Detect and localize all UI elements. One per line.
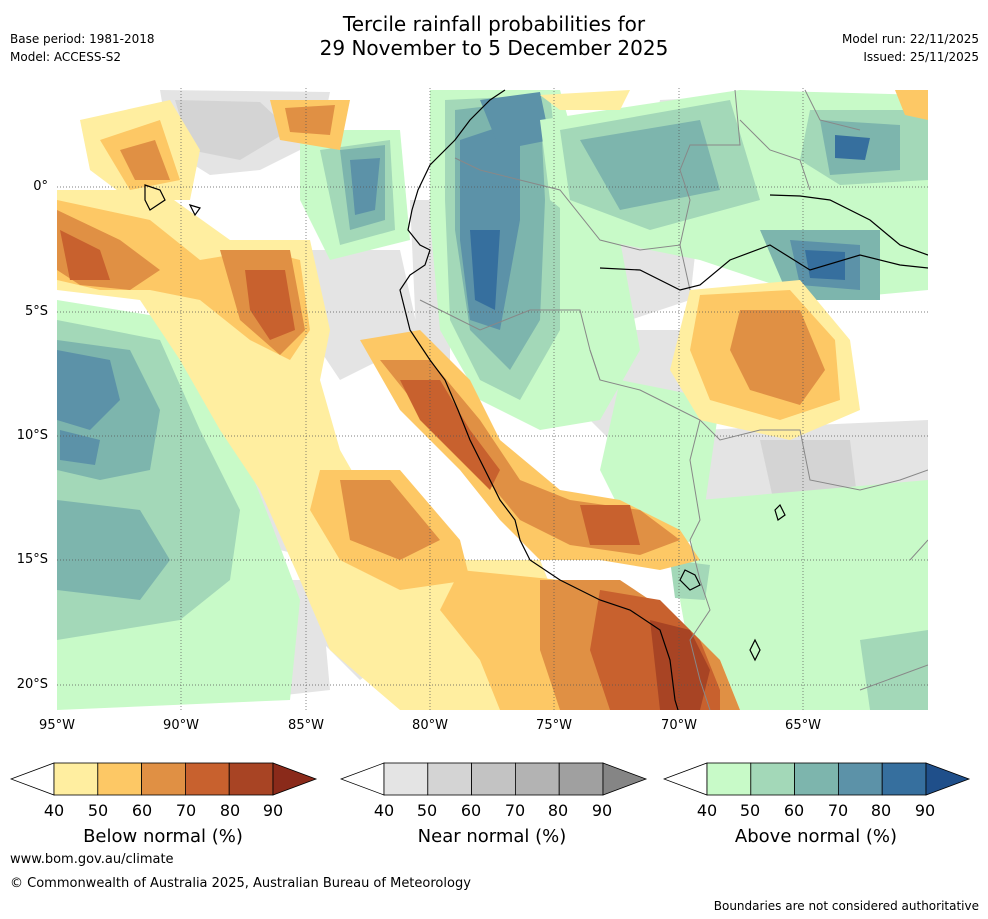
below-colorbar-segment bbox=[228, 762, 274, 796]
near-colorbar-segment bbox=[558, 762, 604, 796]
above-normal-title: Above normal (%) bbox=[734, 826, 898, 847]
below-colorbar-over bbox=[272, 762, 318, 796]
below-normal-areas bbox=[57, 90, 928, 710]
above-colorbar-segment bbox=[794, 762, 839, 796]
above-colorbar-over bbox=[925, 762, 971, 796]
near-colorbar-segment bbox=[471, 762, 516, 796]
country-borders bbox=[419, 89, 928, 710]
below-tick-70: 70 bbox=[175, 801, 197, 820]
near-normal-title: Near normal (%) bbox=[417, 826, 567, 847]
below-colorbar-segment bbox=[184, 762, 230, 796]
lon-label-65w: 65°W bbox=[785, 718, 821, 733]
below-colorbar-under bbox=[10, 762, 55, 796]
header-left-meta: Base period: 1981-2018 Model: ACCESS-S2 bbox=[10, 30, 155, 66]
lon-label-80w: 80°W bbox=[412, 718, 448, 733]
near-tick-90: 90 bbox=[591, 801, 613, 820]
lat-label-10s: 10°S bbox=[16, 428, 48, 443]
near-colorbar-under bbox=[340, 762, 385, 796]
lon-label-95w: 95°W bbox=[39, 718, 75, 733]
coastline bbox=[144, 89, 928, 710]
lon-label-75w: 75°W bbox=[536, 718, 572, 733]
below-normal-colorbar bbox=[10, 762, 318, 796]
near-tick-80: 80 bbox=[547, 801, 569, 820]
near-normal-colorbar bbox=[340, 762, 648, 796]
issued-date: Issued: 25/11/2025 bbox=[863, 50, 979, 64]
lon-label-90w: 90°W bbox=[163, 718, 199, 733]
near-tick-50: 50 bbox=[416, 801, 438, 820]
lat-label-0: 0° bbox=[33, 179, 48, 194]
boundary-disclaimer: Boundaries are not considered authoritat… bbox=[713, 899, 979, 913]
lon-label-85w: 85°W bbox=[288, 718, 324, 733]
below-tick-60: 60 bbox=[131, 801, 153, 820]
probability-shading bbox=[57, 88, 928, 710]
lat-label-15s: 15°S bbox=[16, 552, 48, 567]
title-line-1: Tercile rainfall probabilities for bbox=[342, 12, 646, 36]
above-colorbar-segment bbox=[750, 762, 796, 796]
below-colorbar-segment bbox=[53, 762, 99, 796]
near-tick-70: 70 bbox=[504, 801, 526, 820]
above-tick-90: 90 bbox=[914, 801, 936, 820]
below-normal-title: Below normal (%) bbox=[83, 826, 243, 847]
website-link[interactable]: www.bom.gov.au/climate bbox=[10, 852, 174, 867]
header-right-meta: Model run: 22/11/2025 Issued: 25/11/2025 bbox=[842, 30, 979, 66]
above-tick-50: 50 bbox=[739, 801, 761, 820]
base-period: Base period: 1981-2018 bbox=[10, 32, 155, 46]
above-tick-60: 60 bbox=[783, 801, 805, 820]
below-colorbar-segment bbox=[97, 762, 143, 796]
near-colorbar-over bbox=[602, 762, 648, 796]
below-tick-90: 90 bbox=[262, 801, 284, 820]
near-colorbar-segment bbox=[514, 762, 560, 796]
above-tick-80: 80 bbox=[870, 801, 892, 820]
lat-label-5s: 5°S bbox=[24, 304, 48, 319]
near-tick-40: 40 bbox=[373, 801, 395, 820]
lon-label-70w: 70°W bbox=[661, 718, 697, 733]
near-tick-60: 60 bbox=[460, 801, 482, 820]
above-normal-areas bbox=[57, 90, 928, 710]
below-colorbar-segment bbox=[141, 762, 186, 796]
model-run: Model run: 22/11/2025 bbox=[841, 32, 979, 46]
near-colorbar-segment bbox=[383, 762, 429, 796]
model-name: Model: ACCESS-S2 bbox=[10, 50, 122, 64]
above-colorbar-segment bbox=[881, 762, 927, 796]
title-line-2: 29 November to 5 December 2025 bbox=[319, 36, 669, 60]
above-tick-40: 40 bbox=[696, 801, 718, 820]
below-tick-40: 40 bbox=[43, 801, 65, 820]
below-tick-50: 50 bbox=[87, 801, 109, 820]
lat-label-20s: 20°S bbox=[16, 677, 48, 692]
graticule bbox=[57, 88, 928, 710]
above-colorbar-segment bbox=[706, 762, 752, 796]
map-title: Tercile rainfall probabilities for 29 No… bbox=[0, 12, 988, 60]
above-colorbar-under bbox=[663, 762, 708, 796]
above-colorbar-segment bbox=[837, 762, 883, 796]
copyright-notice: © Commonwealth of Australia 2025, Austra… bbox=[10, 876, 471, 891]
above-normal-colorbar bbox=[663, 762, 971, 796]
near-colorbar-segment bbox=[427, 762, 473, 796]
above-tick-70: 70 bbox=[827, 801, 849, 820]
below-tick-80: 80 bbox=[219, 801, 241, 820]
